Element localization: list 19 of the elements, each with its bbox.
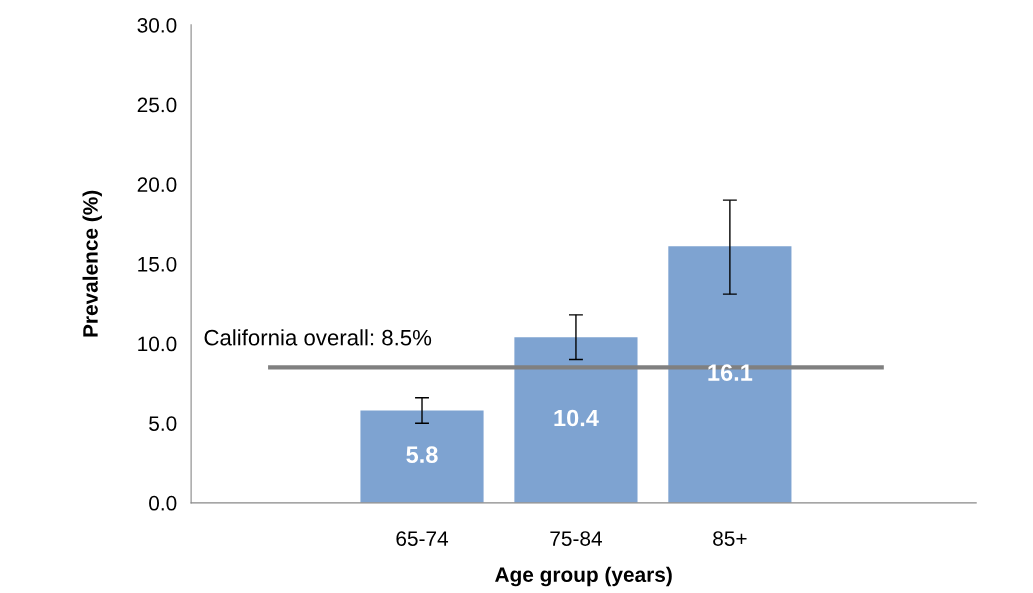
ref-line-label: California overall: 8.5% (204, 329, 432, 346)
data-label: 5.8 (406, 446, 438, 463)
y-tick-label: 10.0 (138, 336, 177, 352)
y-tick-label: 0.0 (149, 495, 177, 511)
bar (360, 410, 484, 503)
data-label: 10.4 (554, 409, 599, 427)
bar (514, 337, 638, 503)
y-tick-label: 15.0 (138, 256, 177, 272)
x-tick-label: 65-74 (396, 531, 449, 546)
y-tick-label: 20.0 (137, 177, 177, 192)
x-axis-title: Age group (years) (495, 566, 672, 587)
y-tick-label: 5.0 (149, 416, 177, 431)
data-label: 16.1 (708, 364, 753, 381)
x-tick-label: 75-84 (550, 531, 602, 546)
x-tick-label: 85+ (713, 531, 747, 546)
bar (668, 246, 792, 503)
y-tick-label: 30.0 (137, 17, 177, 33)
y-axis-title: Prevalence (%) (82, 190, 102, 337)
y-tick-label: 25.0 (137, 97, 177, 113)
